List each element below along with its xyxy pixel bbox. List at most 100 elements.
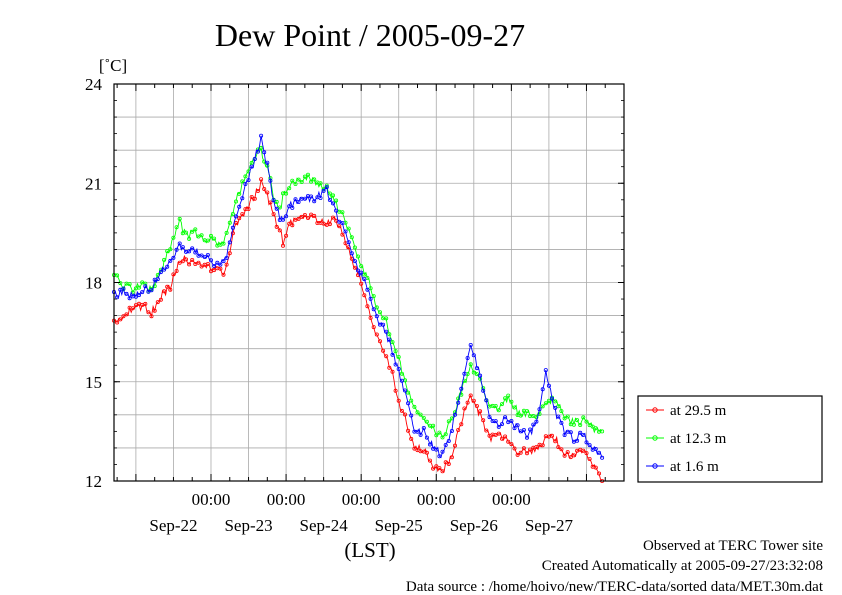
series-point <box>377 310 382 315</box>
series-point <box>402 388 407 393</box>
series-point <box>399 408 404 413</box>
series-point <box>136 285 141 290</box>
series-point <box>487 415 492 420</box>
series-point <box>259 177 264 182</box>
series-point <box>440 469 445 474</box>
series-point <box>262 186 267 191</box>
series-point <box>240 196 245 201</box>
series-point <box>155 277 160 282</box>
series-point <box>496 431 501 436</box>
series-point <box>118 317 123 322</box>
series-point <box>402 412 407 417</box>
series-point <box>302 212 307 217</box>
series-point <box>506 393 511 398</box>
series-point <box>274 206 279 211</box>
series-point <box>171 255 176 260</box>
series-point <box>115 273 120 278</box>
series-point <box>565 450 570 455</box>
series-point <box>565 414 570 419</box>
x-time-label: 00:00 <box>267 490 306 509</box>
series-point <box>349 251 354 256</box>
legend-entry: at 12.3 m <box>670 431 727 447</box>
chart-title: Dew Point / 2005-09-27 <box>215 17 525 53</box>
series-point <box>168 258 173 263</box>
series-point <box>146 310 151 315</box>
series-point <box>478 373 483 378</box>
legend-swatch-marker <box>652 407 658 413</box>
series-point <box>265 160 270 165</box>
series-point <box>127 296 132 301</box>
series-point <box>368 296 373 301</box>
series-point <box>553 405 558 410</box>
series-point <box>499 402 504 407</box>
series-point <box>374 305 379 310</box>
series-point <box>406 390 411 395</box>
series-point <box>312 199 317 204</box>
series-point <box>512 426 517 431</box>
series-point <box>584 440 589 445</box>
series-point <box>521 427 526 432</box>
series-point <box>299 214 304 219</box>
series-point <box>371 325 376 330</box>
series-point <box>274 224 279 229</box>
series-point <box>365 304 370 309</box>
series-point <box>280 243 285 248</box>
series-point <box>396 354 401 359</box>
series-point <box>575 438 580 443</box>
series-point <box>259 145 264 150</box>
series-point <box>440 449 445 454</box>
series-point <box>540 443 545 448</box>
series-point <box>568 430 573 435</box>
series-layer <box>112 133 605 483</box>
series-point <box>431 423 436 428</box>
series-point <box>600 455 605 460</box>
series-point <box>481 418 486 423</box>
series-point <box>443 442 448 447</box>
series-point <box>371 294 376 299</box>
series-point <box>193 261 198 266</box>
series-point <box>193 250 198 255</box>
series-point <box>190 229 195 234</box>
series-point <box>371 307 376 312</box>
series-point <box>368 315 373 320</box>
series-point <box>233 214 238 219</box>
series-point <box>296 177 301 182</box>
series-point <box>581 432 586 437</box>
series-point <box>287 186 292 191</box>
series-point <box>593 465 598 470</box>
series-point <box>506 439 511 444</box>
series-point <box>421 425 426 430</box>
series-point <box>215 260 220 265</box>
series-point <box>293 197 298 202</box>
series-point <box>525 435 530 440</box>
series-point <box>471 370 476 375</box>
series-point <box>277 228 282 233</box>
series-point <box>224 255 229 260</box>
series-point <box>359 281 364 286</box>
series-point <box>118 281 123 286</box>
series-point <box>437 454 442 459</box>
series-point <box>165 264 170 269</box>
series-point <box>284 233 289 238</box>
series-point <box>556 445 561 450</box>
x-date-label: Sep-25 <box>375 516 423 535</box>
series-point <box>412 446 417 451</box>
series-point <box>305 172 310 177</box>
series-point <box>162 289 167 294</box>
series-point <box>221 241 226 246</box>
series-point <box>496 408 501 413</box>
series-point <box>230 231 235 236</box>
series-point <box>424 450 429 455</box>
series-point <box>187 236 192 241</box>
series-point <box>484 398 489 403</box>
series-point <box>393 362 398 367</box>
series-point <box>318 181 323 186</box>
series-point <box>299 179 304 184</box>
series-point <box>434 447 439 452</box>
series-point <box>243 181 248 186</box>
series-point <box>196 260 201 265</box>
series-point <box>312 177 317 182</box>
series-point <box>587 423 592 428</box>
series-point <box>559 420 564 425</box>
series-point <box>249 164 254 169</box>
